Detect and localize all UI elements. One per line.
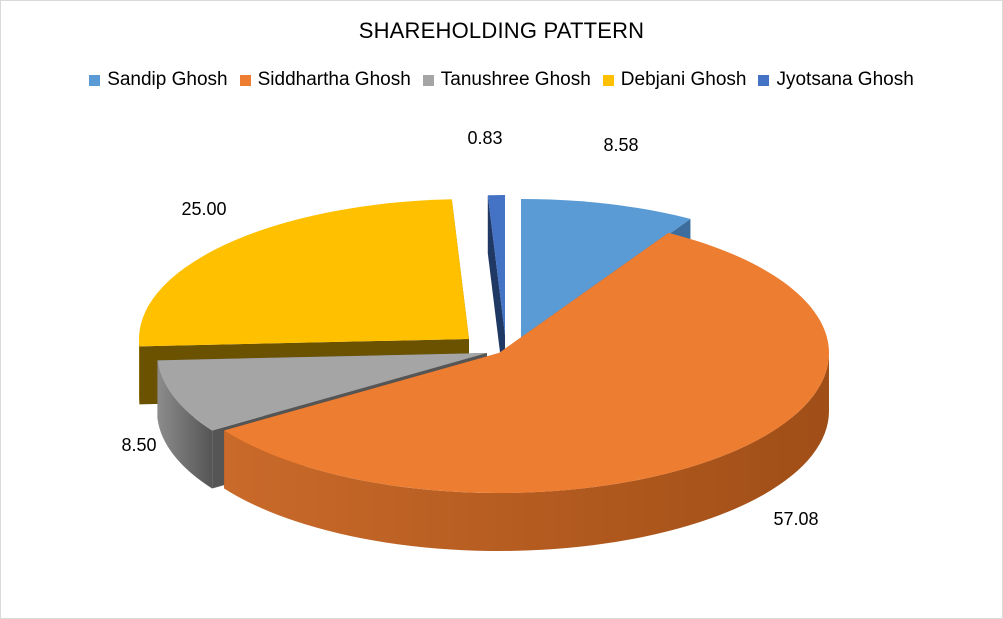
pie-slice: [224, 232, 829, 551]
legend-label: Sandip Ghosh: [107, 69, 228, 90]
data-label: 0.83: [467, 128, 502, 148]
legend-item: Sandip Ghosh: [89, 69, 228, 91]
legend-item: Siddhartha Ghosh: [239, 69, 411, 91]
legend-swatch: [422, 74, 434, 86]
legend-label: Debjani Ghosh: [620, 69, 747, 90]
chart-title: SHAREHOLDING PATTERN: [358, 18, 645, 43]
slice-top: [487, 195, 505, 335]
slice-top: [224, 232, 829, 493]
legend-item: Tanushree Ghosh: [422, 69, 591, 91]
data-label: 57.08: [773, 509, 818, 529]
data-label: 8.50: [121, 435, 156, 455]
slice-top: [157, 353, 487, 431]
legend: Sandip Ghosh Siddhartha Ghosh Tanushree Gh…: [1, 69, 1002, 91]
legend-label: Jyotsana Ghosh: [776, 69, 914, 90]
slice-cut-face: [487, 195, 505, 393]
pie-slice: [487, 195, 505, 393]
legend-swatch: [602, 74, 614, 86]
legend-swatch: [758, 74, 770, 86]
legend-label: Siddhartha Ghosh: [257, 69, 411, 90]
slice-top: [521, 199, 691, 339]
legend-swatch: [89, 74, 101, 86]
data-label: 25.00: [181, 199, 226, 219]
slice-top: [139, 199, 469, 347]
legend-item: Jyotsana Ghosh: [758, 69, 914, 91]
legend-item: Debjani Ghosh: [602, 69, 747, 91]
legend-swatch: [239, 74, 251, 86]
slice-side-wall: [157, 360, 213, 489]
data-label: 8.58: [603, 135, 638, 155]
slice-side-wall: [224, 353, 829, 551]
legend-label: Tanushree Ghosh: [440, 69, 591, 90]
